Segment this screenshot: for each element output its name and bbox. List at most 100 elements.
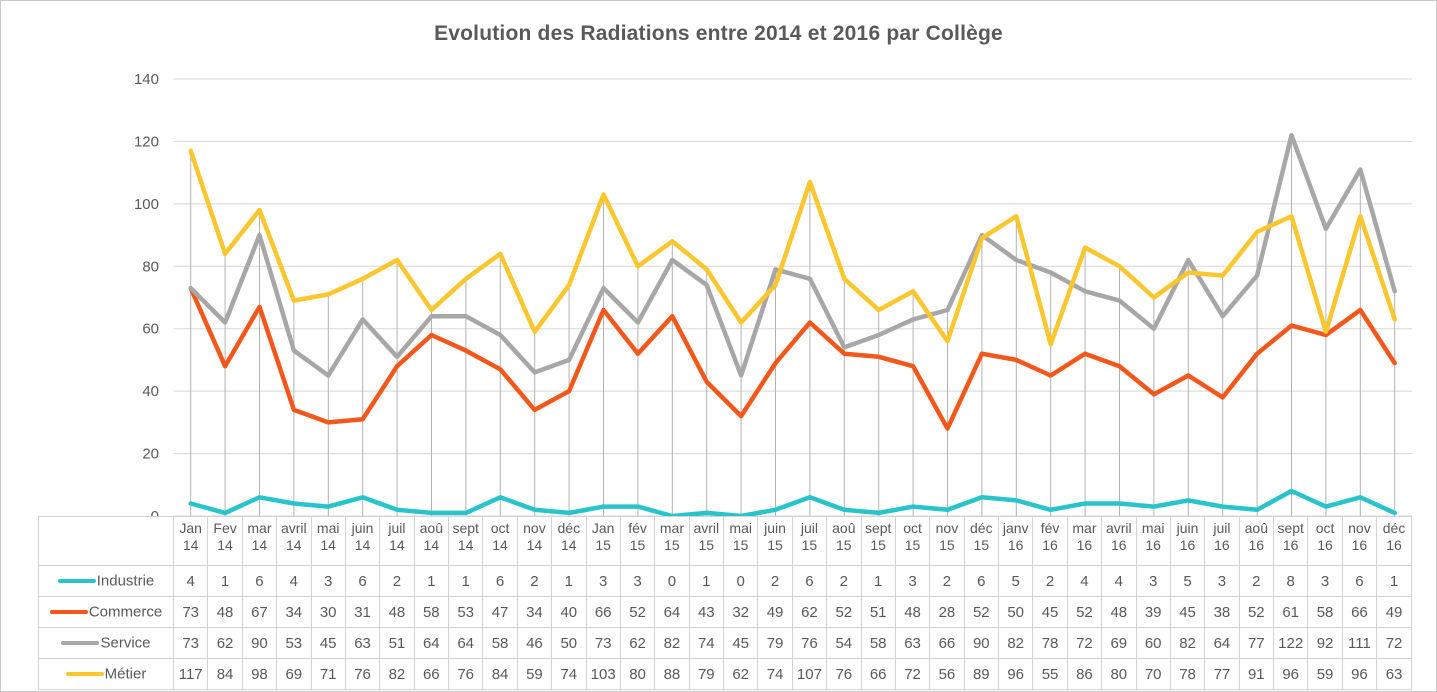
table-value-cell: 6 <box>791 565 828 597</box>
table-value-cell: 34 <box>276 596 312 628</box>
table-value-cell: 2 <box>929 565 965 597</box>
table-value-cell: 45 <box>1032 596 1068 628</box>
table-value-cell: 56 <box>929 658 965 690</box>
data-table-wrap: Jan 14 Fev 14 mar 14 avril 14 mai 14 juin 14 juil 14 a… <box>38 516 1412 690</box>
legend-line-swatch <box>61 641 100 646</box>
legend-series-name: Service <box>100 634 151 652</box>
table-value-cell: 64 <box>447 627 484 659</box>
table-value-cell: 58 <box>1307 596 1343 628</box>
y-axis-tick-label: 60 <box>142 321 159 338</box>
table-value-cell: 46 <box>516 627 553 659</box>
table-value-cell: 2 <box>1238 565 1275 597</box>
table-value-cell: 48 <box>894 596 931 628</box>
table-value-cell: 6 <box>482 565 518 597</box>
series-row-commerce: Commerce 73 48 67 34 30 31 48 58 53 47 34 40 66 52 64 43… <box>38 596 1412 628</box>
table-value-cell: 59 <box>516 658 553 690</box>
table-value-cell: 3 <box>619 565 656 597</box>
table-value-cell: 76 <box>791 627 828 659</box>
table-value-cell: 1 <box>860 565 896 597</box>
legend-line-swatch <box>65 672 104 677</box>
table-value-cell: 76 <box>344 658 381 690</box>
table-value-cell: 69 <box>276 658 312 690</box>
table-value-cell: 51 <box>860 596 896 628</box>
series-line-industrie <box>188 488 1397 519</box>
table-value-cell: 38 <box>1204 596 1240 628</box>
table-value-cell: 4 <box>1101 565 1137 597</box>
legend-cell-service: Service <box>38 627 174 659</box>
month-label: juil 15 <box>791 516 828 566</box>
chart-title: Evolution des Radiations entre 2014 et 2… <box>434 22 1003 45</box>
month-label: fév 15 <box>619 516 656 566</box>
month-label: mai 15 <box>722 516 759 566</box>
table-value-cell: 92 <box>1307 627 1343 659</box>
table-value-cell: 62 <box>619 627 656 659</box>
table-value-cell: 79 <box>688 658 725 690</box>
table-value-cell: 77 <box>1238 627 1275 659</box>
table-value-cell: 66 <box>860 658 896 690</box>
table-value-cell: 69 <box>1101 627 1137 659</box>
table-value-cell: 6 <box>963 565 1000 597</box>
month-label: avril 15 <box>688 516 725 566</box>
table-value-cell: 64 <box>1204 627 1240 659</box>
table-value-cell: 66 <box>929 627 965 659</box>
month-label: nov 15 <box>929 516 965 566</box>
table-value-cell: 71 <box>310 658 346 690</box>
table-value-cell: 72 <box>894 658 931 690</box>
month-label: Jan 14 <box>172 516 209 566</box>
table-value-cell: 48 <box>207 596 243 628</box>
table-value-cell: 49 <box>1376 596 1412 628</box>
table-value-cell: 6 <box>241 565 278 597</box>
month-label: mai 14 <box>310 516 346 566</box>
table-value-cell: 6 <box>1341 565 1378 597</box>
series-line-service <box>188 132 1397 378</box>
table-value-cell: 73 <box>585 627 621 659</box>
month-label: aoû 16 <box>1238 516 1275 566</box>
table-value-cell: 50 <box>551 627 587 659</box>
month-label: juin 16 <box>1169 516 1206 566</box>
table-value-cell: 78 <box>1032 627 1068 659</box>
table-corner-spacer <box>38 516 174 566</box>
table-value-cell: 67 <box>241 596 278 628</box>
month-label: sept 14 <box>447 516 484 566</box>
table-value-cell: 52 <box>1066 596 1103 628</box>
table-value-cell: 45 <box>722 627 759 659</box>
table-value-cell: 3 <box>1204 565 1240 597</box>
table-value-cell: 5 <box>1169 565 1206 597</box>
month-label: sept 15 <box>860 516 896 566</box>
month-label: avril 14 <box>276 516 312 566</box>
table-value-cell: 86 <box>1066 658 1103 690</box>
series-line-commerce <box>188 285 1397 431</box>
table-value-cell: 4 <box>1066 565 1103 597</box>
table-value-cell: 66 <box>585 596 621 628</box>
month-label: sept 16 <box>1272 516 1309 566</box>
table-value-cell: 3 <box>310 565 346 597</box>
table-value-cell: 90 <box>963 627 1000 659</box>
table-value-cell: 6 <box>344 565 381 597</box>
table-value-cell: 62 <box>722 658 759 690</box>
legend-series-name: Industrie <box>96 572 155 590</box>
table-value-cell: 34 <box>516 596 553 628</box>
month-label: Fev 14 <box>207 516 243 566</box>
month-label: aoû 15 <box>826 516 862 566</box>
table-value-cell: 3 <box>894 565 931 597</box>
table-value-cell: 63 <box>344 627 381 659</box>
legend-line-swatch <box>57 579 96 584</box>
legend-line-swatch <box>49 610 88 615</box>
table-value-cell: 2 <box>757 565 793 597</box>
legend-cell-industrie: Industrie <box>38 565 174 597</box>
table-value-cell: 4 <box>172 565 209 597</box>
table-value-cell: 80 <box>619 658 656 690</box>
table-value-cell: 49 <box>757 596 793 628</box>
table-value-cell: 1 <box>207 565 243 597</box>
table-value-cell: 50 <box>997 596 1034 628</box>
table-value-cell: 48 <box>1101 596 1137 628</box>
table-value-cell: 117 <box>172 658 209 690</box>
month-label: déc 14 <box>551 516 587 566</box>
month-label: juin 14 <box>344 516 381 566</box>
table-value-cell: 2 <box>379 565 415 597</box>
series-row-service: Service 73 62 90 53 45 63 51 64 64 58 46 50 73 62 82 74 4… <box>38 627 1412 659</box>
table-value-cell: 4 <box>276 565 312 597</box>
legend-series-name: Métier <box>104 665 147 683</box>
table-value-cell: 1 <box>1376 565 1412 597</box>
month-label: juil 14 <box>379 516 415 566</box>
